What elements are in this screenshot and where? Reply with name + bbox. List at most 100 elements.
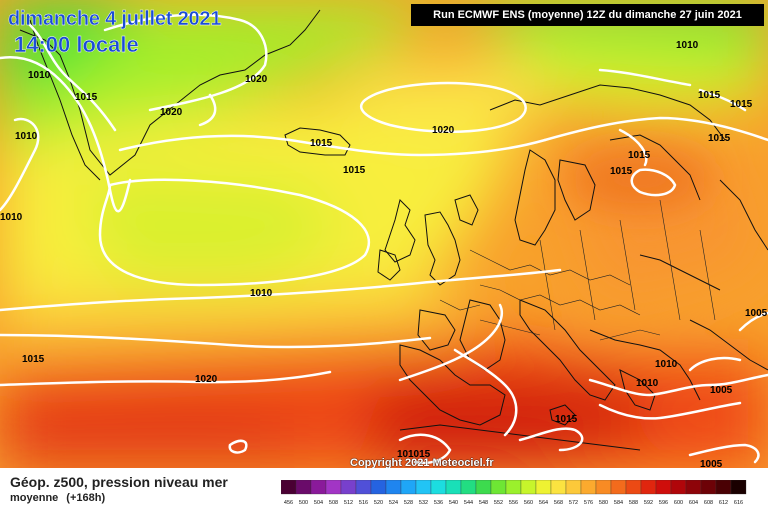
colorbar-tick-label: 532 [419,500,428,506]
isobar-label: 1015 [698,90,721,101]
run-info-banner: Run ECMWF ENS (moyenne) 12Z du dimanche … [411,4,764,26]
colorbar-swatch [430,480,447,495]
isobar-label: 1010 [0,212,23,223]
colorbar-tick-label: 580 [599,500,608,506]
isobar-label: 1010 [655,359,678,370]
colorbar-swatch [565,480,582,495]
colorbar-tick-label: 528 [404,500,413,506]
colorbar-tick-label: 504 [314,500,323,506]
isobar-label: 1015 [730,99,753,110]
colorbar-swatch [281,480,297,495]
isobars [0,13,768,465]
isobar-label: 1005 [700,459,723,470]
colorbar-swatch [610,480,627,495]
isobar-label: 1010 [250,288,273,299]
colorbar-swatch [490,480,507,495]
colorbar-tick-label: 596 [659,500,668,506]
colorbar-tick-label: 588 [629,500,638,506]
colorbar-swatch [655,480,672,495]
isobar-label: 1010 [15,131,38,142]
isobar-label: 1015 [408,449,431,460]
colorbar-swatch [370,480,387,495]
colorbar-tick-label: 512 [344,500,353,506]
isobar-label: 1015 [610,166,633,177]
colorbar-tick-label: 536 [434,500,443,506]
colorbar-tick-label: 524 [389,500,398,506]
colorbar-swatch [325,480,342,495]
isobar-label: 1015 [22,354,45,365]
colorbar-swatch [520,480,537,495]
color-field [0,0,768,470]
colorbar-swatch [400,480,417,495]
colorbar-swatch [385,480,402,495]
colorbar-tick-label: 592 [644,500,653,506]
colorbar-tick-label: 516 [359,500,368,506]
isobar-label: 1010 [676,40,699,51]
isobar-label: 1005 [745,308,768,319]
colorbar-swatch [310,480,327,495]
colorbar-swatch [355,480,372,495]
isobar-label: 1015 [310,138,333,149]
isobar-label: 1015 [343,165,366,176]
isobar-label: 1015 [75,92,98,103]
colorbar-swatch [445,480,462,495]
colorbar-tick-label: 604 [689,500,698,506]
colorbar-swatch [730,480,747,495]
colorbar-swatch [460,480,477,495]
colorbar-swatch [595,480,612,495]
colorbar-swatch [550,480,567,495]
colorbar-swatch [295,480,312,495]
copyright-text: Copyright 2021 Meteociel.fr [350,457,494,469]
colorbar-swatch [475,480,492,495]
coastlines [19,9,768,451]
isobar-label: 1010 [636,378,659,389]
colorbar-swatch [670,480,687,495]
colorbar-swatch [625,480,642,495]
isobar-labels: 1010 1015 1020 1010 1020 1015 1015 1020 … [0,40,768,470]
colorbar-tick-label: 552 [494,500,503,506]
isobar-label: 1015 [555,414,578,425]
isobar-label: 1020 [195,374,218,385]
country-borders [439,199,716,341]
colorbar-tick-label: 576 [584,500,593,506]
isobar-label: 1010 [28,70,51,81]
colorbar-tick-label: 608 [704,500,713,506]
isobar-label: 1005 [710,385,733,396]
colorbar-swatch [340,480,357,495]
colorbar-tick-label: 616 [734,500,743,506]
colorbar-swatch [640,480,657,495]
forecast-time: 14:00 locale [14,32,139,57]
colorbar-tick-label: 572 [569,500,578,506]
legend-subtitle: moyenne (+168h) [10,492,113,504]
colorbar: 456 500 504 508 512 516 520 524 528 532 536 540 544 5… [281,480,747,506]
legend-title: Géop. z500, pression niveau mer [10,474,228,490]
forecast-date: dimanche 4 juillet 2021 [8,8,222,30]
isobar-label: 1020 [245,74,268,85]
isobar-label: 1015 [628,150,651,161]
colorbar-tick-label: 544 [464,500,473,506]
colorbar-tick-label: 456 [284,500,293,506]
colorbar-tick-label: 584 [614,500,623,506]
colorbar-swatch [505,480,522,495]
colorbar-swatch [415,480,432,495]
colorbar-swatch [700,480,717,495]
colorbar-tick-label: 564 [539,500,548,506]
colorbar-swatch [580,480,597,495]
colorbar-tick-label: 500 [299,500,308,506]
isobar-label: 10 [397,449,409,460]
colorbar-tick-label: 568 [554,500,563,506]
colorbar-tick-label: 508 [329,500,338,506]
colorbar-tick-label: 520 [374,500,383,506]
colorbar-swatch [535,480,552,495]
legend-subtitle-mean: moyenne [10,492,59,504]
colorbar-tick-label: 548 [479,500,488,506]
isobar-label: 1020 [432,125,455,136]
colorbar-tick-label: 540 [449,500,458,506]
colorbar-tick-label: 556 [509,500,518,506]
colorbar-tick-label: 600 [674,500,683,506]
colorbar-swatch [685,480,702,495]
isobar-label: 1020 [160,107,183,118]
colorbar-tick-label: 612 [719,500,728,506]
